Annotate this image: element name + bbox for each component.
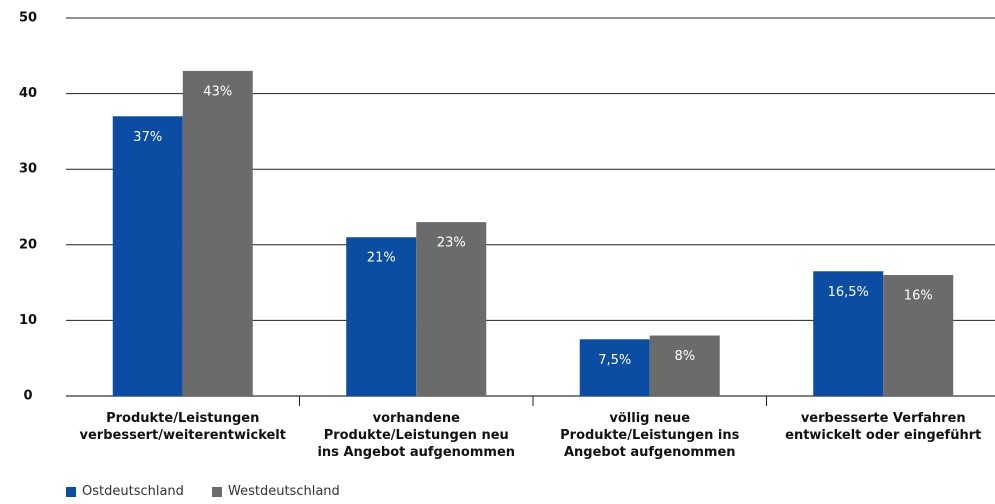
- legend-item: Westdeutschland: [212, 484, 340, 499]
- y-tick-label: 40: [19, 86, 37, 101]
- bar: [813, 271, 884, 396]
- data-label: 16%: [904, 289, 933, 304]
- data-label: 21%: [367, 251, 396, 266]
- x-tick-label: völlig neue Produkte/Leistungen ins Ange…: [560, 411, 740, 460]
- bar: [112, 116, 183, 396]
- y-tick-label: 20: [19, 237, 37, 252]
- data-label: 8%: [674, 349, 695, 364]
- data-label: 16,5%: [828, 285, 869, 300]
- bar: [182, 70, 253, 397]
- x-tick-label: verbesserte Verfahren entwickelt oder ei…: [785, 411, 982, 443]
- bar: [346, 237, 417, 396]
- legend-swatch: [66, 486, 76, 497]
- y-tick-label: 30: [19, 162, 37, 177]
- y-tick-label: 10: [19, 313, 37, 328]
- data-label: 7,5%: [598, 353, 631, 368]
- x-tick-label: vorhandene Produkte/Leistungen neu ins A…: [317, 411, 516, 460]
- bar: [649, 335, 720, 396]
- bar: [416, 222, 487, 396]
- data-label: 23%: [437, 236, 466, 251]
- bar: [579, 339, 650, 396]
- legend-label: Westdeutschland: [228, 484, 340, 499]
- y-tick-label: 0: [23, 389, 32, 404]
- legend-item: Ostdeutschland: [66, 484, 184, 499]
- legend-label: Ostdeutschland: [82, 484, 184, 499]
- y-tick-label: 50: [19, 11, 37, 26]
- data-label: 43%: [203, 84, 232, 99]
- data-label: 37%: [133, 130, 162, 145]
- x-tick-label: Produkte/Leistungen verbessert/weiterent…: [79, 411, 286, 443]
- bar: [883, 275, 954, 396]
- legend-swatch: [212, 486, 222, 497]
